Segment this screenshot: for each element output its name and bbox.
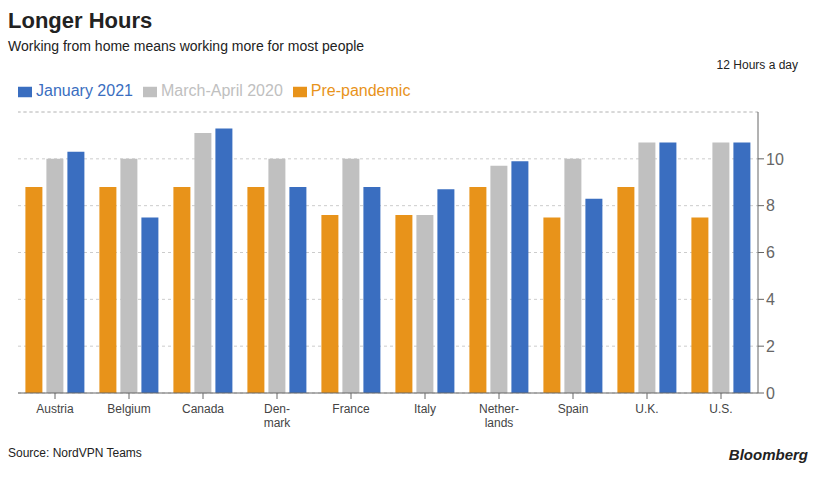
svg-text:Spain: Spain bbox=[558, 402, 589, 416]
html-text:Working from home means workin: Working from home means working more for… bbox=[8, 38, 365, 54]
svg-text:Nether-lands: Nether-lands bbox=[479, 402, 519, 430]
svg-text:U.S.: U.S. bbox=[709, 402, 732, 416]
svg-text:Canada: Canada bbox=[182, 402, 224, 416]
html-text:Bloomberg: Bloomberg bbox=[728, 446, 808, 463]
html-text:Pre-pandemic: Pre-pandemic bbox=[310, 82, 411, 99]
svg-text:Belgium: Belgium bbox=[107, 402, 150, 416]
html-text:12 Hours a day: 12 Hours a day bbox=[716, 58, 798, 72]
svg-text:4: 4 bbox=[766, 291, 775, 308]
svg-text:10: 10 bbox=[766, 151, 784, 168]
svg-text:Den-mark: Den-mark bbox=[264, 402, 292, 430]
svg-text:8: 8 bbox=[766, 197, 775, 214]
svg-text:Austria: Austria bbox=[36, 402, 74, 416]
html-text:Longer Hours: Longer Hours bbox=[8, 8, 153, 33]
svg-text:6: 6 bbox=[766, 244, 775, 261]
svg-text:2: 2 bbox=[766, 338, 775, 355]
html-text:January 2021: January 2021 bbox=[36, 82, 133, 99]
svg-text:France: France bbox=[332, 402, 370, 416]
svg-text:Italy: Italy bbox=[414, 402, 436, 416]
svg-text:0: 0 bbox=[766, 385, 775, 402]
html-text:March-April 2020: March-April 2020 bbox=[161, 82, 283, 99]
html-text:Source: NordVPN Teams: Source: NordVPN Teams bbox=[8, 446, 142, 460]
svg-text:U.K.: U.K. bbox=[635, 402, 658, 416]
